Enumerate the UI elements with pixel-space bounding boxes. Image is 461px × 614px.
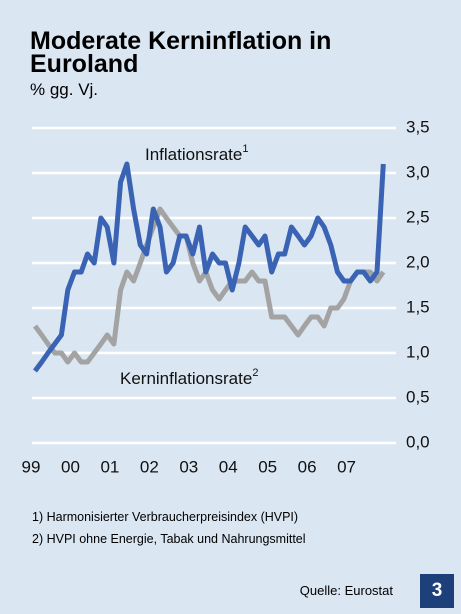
badge: 3 xyxy=(420,574,454,608)
series-name: Inflationsrate xyxy=(145,145,242,164)
footnote-mark: 2 xyxy=(252,367,258,379)
y-tick-label: 2,5 xyxy=(406,207,430,226)
series-line xyxy=(32,161,386,373)
x-tick-label: 06 xyxy=(298,457,317,476)
y-tick-label: 2,0 xyxy=(406,252,430,271)
y-tick-label: 3,0 xyxy=(406,162,430,181)
x-tick-label: 99 xyxy=(22,457,41,476)
x-tick-label: 04 xyxy=(219,457,238,476)
y-tick-label: 0,5 xyxy=(406,387,430,406)
footnote: 1) Harmonisierter Verbraucherpreisindex … xyxy=(32,510,299,524)
subtitle: % gg. Vj. xyxy=(30,80,99,99)
y-tick-label: 1,0 xyxy=(406,342,430,361)
y-tick-label: 1,5 xyxy=(406,297,430,316)
series-label: Inflationsrate1 xyxy=(145,143,248,165)
y-tick-label: 0,0 xyxy=(406,432,430,451)
series-label: Kerninflationsrate2 xyxy=(120,367,258,389)
y-tick-label: 3,5 xyxy=(406,117,430,136)
series-name: Kerninflationsrate xyxy=(120,369,252,388)
x-tick-label: 05 xyxy=(258,457,277,476)
chart-title: Moderate Kerninflation in Euroland xyxy=(30,27,332,78)
footnote-mark: 1 xyxy=(242,143,248,155)
x-tick-label: 03 xyxy=(179,457,198,476)
x-tick-label: 01 xyxy=(100,457,119,476)
footnote: 2) HVPI ohne Energie, Tabak und Nahrungs… xyxy=(32,532,306,546)
x-tick-label: 00 xyxy=(61,457,80,476)
x-tick-label: 02 xyxy=(140,457,159,476)
source: Quelle: Eurostat xyxy=(299,583,393,598)
series-line xyxy=(32,206,386,365)
x-tick-label: 07 xyxy=(337,457,356,476)
